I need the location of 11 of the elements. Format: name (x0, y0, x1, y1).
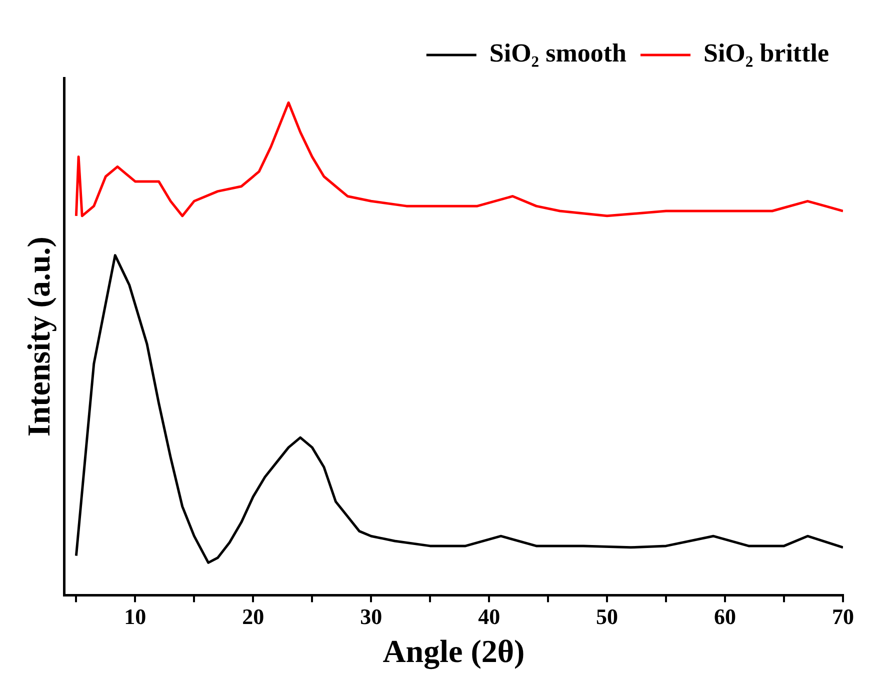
x-tick-label: 40 (478, 604, 500, 630)
x-tick-label: 10 (124, 604, 146, 630)
legend-label: SiO₂ smooth (489, 38, 628, 68)
x-tick-label: 50 (596, 604, 618, 630)
legend-label: SiO₂ brittle (703, 38, 830, 68)
x-tick-label: 20 (242, 604, 264, 630)
x-tick-label: 30 (360, 604, 382, 630)
x-tick-label: 70 (832, 604, 854, 630)
x-tick-label: 60 (714, 604, 736, 630)
y-axis-title: Intensity (a.u.) (20, 236, 56, 437)
x-axis-title: Angle (2θ) (382, 633, 525, 670)
